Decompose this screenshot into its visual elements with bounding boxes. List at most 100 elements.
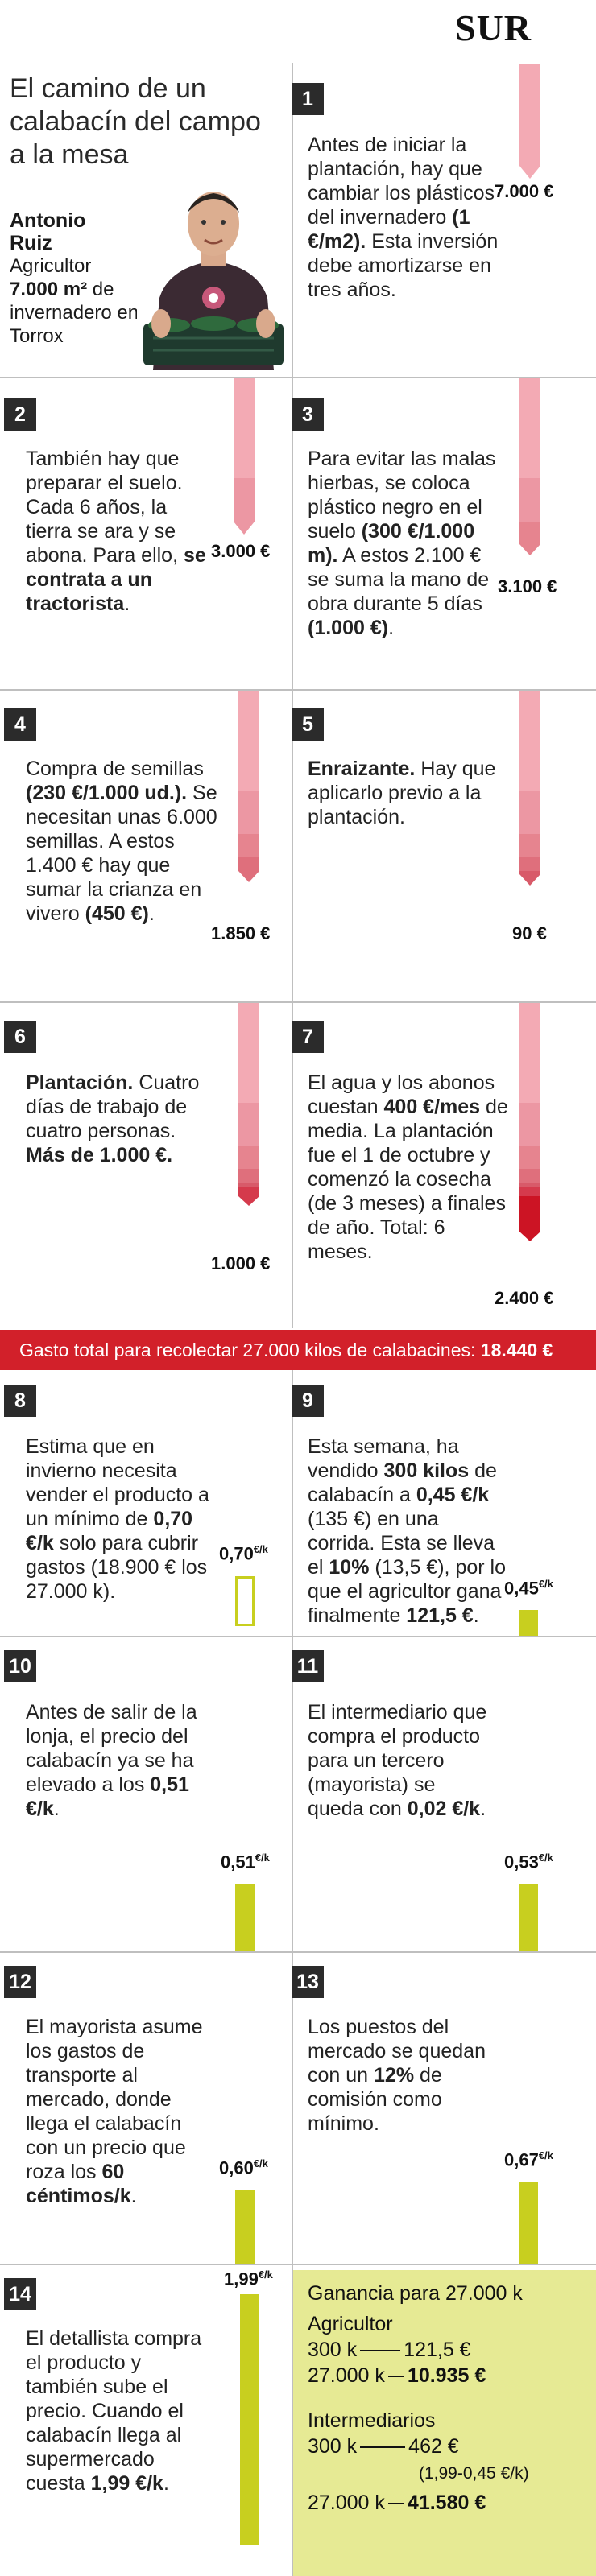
price-bar <box>240 2294 259 2545</box>
step-text: El mayorista asume los gastos de transpo… <box>26 2016 203 2207</box>
step-number: 3 <box>292 398 324 431</box>
step-text: Enraizante. Hay que aplicarlo previo a l… <box>308 758 496 828</box>
price-label: 0,51€/k <box>221 1852 270 1872</box>
cost-bar-arrow <box>519 166 540 179</box>
step-text: Estima que en invierno necesita vender e… <box>26 1435 209 1603</box>
cost-segment <box>519 1169 540 1183</box>
dash-line <box>387 2376 404 2378</box>
cost-bar-arrow <box>234 522 255 535</box>
gain-farmer-row2: 27.000 k 10.935 € <box>308 2364 486 2387</box>
cost-amount: 90 € <box>512 923 547 943</box>
cost-bar-arrow <box>519 544 540 555</box>
cost-bar <box>519 1003 540 1241</box>
step-number: 1 <box>292 83 324 115</box>
cost-segment <box>238 1183 259 1187</box>
sur-logo[interactable]: SUR <box>455 7 532 48</box>
cost-segment <box>238 1169 259 1183</box>
cost-bar-arrow <box>238 871 259 882</box>
step-number: 5 <box>292 708 324 741</box>
person-first-name: Antonio <box>10 209 86 232</box>
cost-segment <box>234 378 255 478</box>
step-text: Compra de semillas (230 €/1.000 ud.). Se… <box>26 758 217 925</box>
price-label: 0,60€/k <box>219 2157 268 2178</box>
price-bar <box>235 1884 255 1951</box>
cost-segment <box>519 1103 540 1146</box>
step-number: 9 <box>292 1385 324 1417</box>
row-divider <box>0 689 596 691</box>
dash-line <box>360 2350 401 2352</box>
cost-bar <box>238 1003 259 1206</box>
cost-bar <box>238 691 259 882</box>
cost-bar <box>234 378 255 535</box>
price-label: 1,99€/k <box>224 2268 273 2289</box>
cost-segment <box>519 1003 540 1103</box>
cost-segment <box>238 834 259 857</box>
gain-intermediaries-row1: 300 k 462 € <box>308 2435 459 2458</box>
cost-segment <box>519 857 540 871</box>
step-number: 10 <box>4 1650 36 1682</box>
price-label: 0,45€/k <box>504 1578 553 1599</box>
price-bar <box>519 1610 538 1636</box>
gain-summary-box <box>293 2270 596 2576</box>
cost-bar-arrow <box>238 1196 259 1206</box>
greenhouse-size-desc: de invernadero en Torrox <box>10 279 139 347</box>
cost-segment <box>519 1146 540 1169</box>
cost-bar <box>519 378 540 555</box>
cost-bar <box>519 64 540 179</box>
farmer-photo <box>137 177 290 370</box>
step-text: También hay que preparar el suelo. Cada … <box>26 448 206 615</box>
cost-segment <box>519 791 540 834</box>
cost-amount: 1.000 € <box>211 1253 271 1274</box>
cost-segment <box>238 1146 259 1169</box>
gain-intermediaries-row2: 27.000 k 41.580 € <box>308 2491 486 2514</box>
person-role: Agricultor <box>10 255 92 277</box>
total-cost-label: Gasto total para recolectar 27.000 kilos… <box>19 1340 481 1360</box>
cost-amount: 7.000 € <box>495 181 554 201</box>
price-bar <box>235 1576 255 1626</box>
dash-line <box>360 2446 406 2449</box>
price-label: 0,67€/k <box>504 2149 553 2170</box>
step-number: 2 <box>4 398 36 431</box>
cost-segment <box>238 857 259 871</box>
row-divider <box>0 1636 596 1637</box>
gain-intermediaries-note: (1,99-0,45 €/k) <box>419 2464 529 2483</box>
greenhouse-size: 7.000 m² de invernadero en Torrox <box>10 278 143 348</box>
cost-segment <box>238 691 259 791</box>
cost-segment <box>519 1187 540 1196</box>
cost-segment <box>519 522 540 544</box>
cost-segment <box>238 1103 259 1146</box>
column-divider-top <box>292 63 293 1328</box>
dash-line <box>387 2503 404 2505</box>
price-bar <box>235 2190 255 2264</box>
cost-bar <box>519 691 540 886</box>
step-number: 4 <box>4 708 36 741</box>
step-text: Plantación. Cuatro días de trabajo de cu… <box>26 1071 200 1166</box>
page-title: El camino de un calabacín del campo a la… <box>10 73 261 170</box>
cost-segment <box>519 871 540 874</box>
price-label: 0,70€/k <box>219 1543 268 1564</box>
row-divider <box>0 2264 596 2265</box>
gain-intermediaries-label: Intermediarios <box>308 2409 436 2432</box>
cost-segment <box>519 478 540 522</box>
person-last-name: Ruiz <box>10 232 52 254</box>
step-text: Antes de iniciar la plantación, hay que … <box>308 134 499 301</box>
gain-farmer-row1: 300 k 121,5 € <box>308 2339 471 2361</box>
cost-bar-arrow <box>519 1232 540 1241</box>
step-number: 7 <box>292 1021 324 1053</box>
price-bar <box>519 2182 538 2264</box>
total-cost-banner: Gasto total para recolectar 27.000 kilos… <box>0 1330 596 1370</box>
step-text: El detallista compra el producto y tambi… <box>26 2327 202 2495</box>
gain-title: Ganancia para 27.000 k <box>308 2282 523 2305</box>
cost-amount: 2.400 € <box>495 1288 554 1308</box>
total-cost-value: 18.440 € <box>480 1340 553 1360</box>
step-number: 14 <box>4 2278 36 2310</box>
cost-segment <box>519 834 540 857</box>
step-text: El intermediario que compra el producto … <box>308 1701 487 1820</box>
step-number: 8 <box>4 1385 36 1417</box>
cost-segment <box>519 1183 540 1187</box>
cost-amount: 3.000 € <box>211 541 271 561</box>
price-label: 0,53€/k <box>504 1852 553 1872</box>
cost-segment <box>519 691 540 791</box>
cost-amount: 1.850 € <box>211 923 271 943</box>
cost-amount: 3.100 € <box>498 576 557 597</box>
